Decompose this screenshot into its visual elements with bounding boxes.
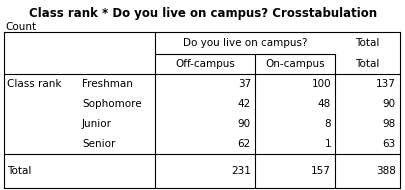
Text: 90: 90	[382, 99, 395, 109]
Text: 63: 63	[382, 139, 395, 149]
Text: 157: 157	[310, 166, 330, 176]
Text: 1: 1	[324, 139, 330, 149]
Text: Class rank: Class rank	[7, 79, 61, 89]
Text: Total: Total	[354, 38, 379, 48]
Text: 100: 100	[311, 79, 330, 89]
Text: Junior: Junior	[82, 119, 112, 129]
Text: 8: 8	[324, 119, 330, 129]
Text: Senior: Senior	[82, 139, 115, 149]
Text: On-campus: On-campus	[264, 59, 324, 69]
Text: Total: Total	[7, 166, 31, 176]
Text: 90: 90	[237, 119, 250, 129]
Text: 137: 137	[375, 79, 395, 89]
Text: 37: 37	[237, 79, 250, 89]
Text: Count: Count	[5, 22, 36, 32]
Text: 98: 98	[382, 119, 395, 129]
Text: 62: 62	[237, 139, 250, 149]
Text: Total: Total	[354, 59, 379, 69]
Text: 42: 42	[237, 99, 250, 109]
Text: 388: 388	[375, 166, 395, 176]
Text: Off-campus: Off-campus	[175, 59, 234, 69]
Text: 48: 48	[317, 99, 330, 109]
Text: Sophomore: Sophomore	[82, 99, 141, 109]
Text: Class rank * Do you live on campus? Crosstabulation: Class rank * Do you live on campus? Cros…	[29, 7, 376, 20]
Text: Freshman: Freshman	[82, 79, 132, 89]
Text: 231: 231	[230, 166, 250, 176]
Text: Do you live on campus?: Do you live on campus?	[182, 38, 307, 48]
